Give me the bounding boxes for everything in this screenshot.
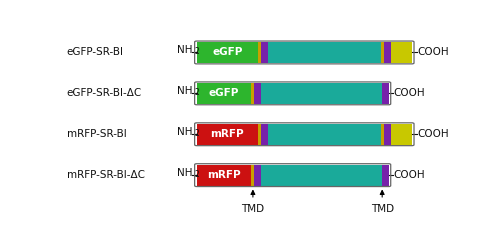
Text: eGFP-SR-BI: eGFP-SR-BI bbox=[67, 47, 124, 58]
Text: mRFP-SR-BI-ΔC: mRFP-SR-BI-ΔC bbox=[67, 170, 144, 180]
Text: 2: 2 bbox=[194, 170, 199, 179]
Text: NH: NH bbox=[177, 168, 193, 178]
Bar bbox=[258, 124, 261, 145]
Bar bbox=[252, 83, 255, 104]
Text: eGFP: eGFP bbox=[212, 47, 242, 58]
Text: mRFP: mRFP bbox=[207, 170, 241, 180]
Text: COOH: COOH bbox=[394, 170, 425, 180]
Bar bbox=[268, 42, 381, 63]
Text: mRFP-SR-BI: mRFP-SR-BI bbox=[67, 129, 126, 139]
Bar bbox=[381, 42, 384, 63]
Bar bbox=[252, 165, 255, 185]
Text: eGFP: eGFP bbox=[209, 88, 239, 98]
Bar bbox=[258, 42, 261, 63]
Text: mRFP: mRFP bbox=[210, 129, 244, 139]
Bar bbox=[391, 42, 412, 63]
Text: eGFP-SR-BI-ΔC: eGFP-SR-BI-ΔC bbox=[67, 88, 142, 98]
Bar bbox=[384, 42, 391, 63]
Bar bbox=[196, 165, 252, 185]
Text: NH: NH bbox=[177, 127, 193, 137]
Text: 2: 2 bbox=[194, 47, 199, 56]
Bar bbox=[381, 124, 384, 145]
Bar bbox=[196, 83, 252, 104]
Text: COOH: COOH bbox=[394, 88, 425, 98]
Bar bbox=[262, 83, 382, 104]
Text: TMD: TMD bbox=[241, 204, 265, 214]
Bar bbox=[261, 42, 268, 63]
Bar bbox=[196, 124, 258, 145]
Text: TMD: TMD bbox=[371, 204, 394, 214]
Bar bbox=[384, 124, 391, 145]
Text: 2: 2 bbox=[194, 88, 199, 97]
Bar bbox=[196, 42, 258, 63]
Text: 2: 2 bbox=[194, 129, 199, 138]
Bar bbox=[255, 165, 262, 185]
Bar bbox=[255, 83, 262, 104]
Bar bbox=[382, 83, 389, 104]
Text: COOH: COOH bbox=[417, 47, 449, 58]
Bar bbox=[391, 124, 412, 145]
Text: COOH: COOH bbox=[417, 129, 449, 139]
Bar bbox=[268, 124, 381, 145]
Bar bbox=[261, 124, 268, 145]
Text: NH: NH bbox=[177, 86, 193, 96]
Bar bbox=[382, 165, 389, 185]
Text: NH: NH bbox=[177, 45, 193, 55]
Bar bbox=[262, 165, 382, 185]
